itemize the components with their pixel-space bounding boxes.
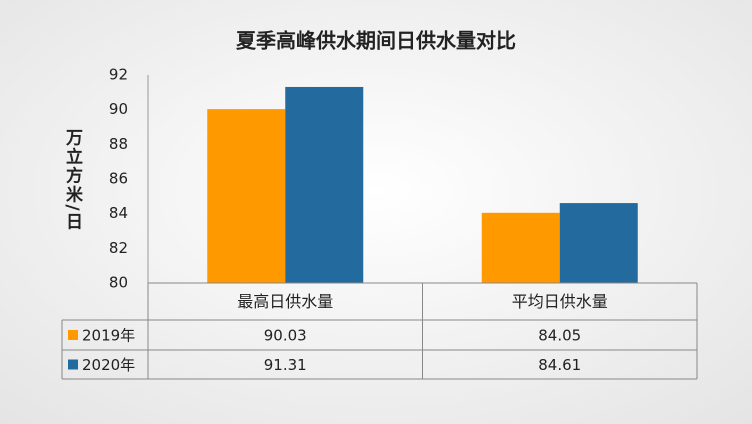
legend-swatch — [68, 330, 78, 340]
y-tick-label: 84 — [109, 204, 128, 222]
bar — [207, 109, 286, 283]
y-tick-label: 92 — [109, 66, 128, 84]
bar — [285, 86, 364, 284]
y-tick-label: 80 — [109, 274, 128, 292]
x-tick-label: 平均日供水量 — [512, 292, 608, 311]
bar — [481, 212, 560, 283]
legend-label: 2020年 — [82, 356, 135, 374]
table-value: 84.05 — [538, 327, 581, 345]
chart-title: 夏季高峰供水期间日供水量对比 — [236, 29, 516, 53]
legend-label: 2019年 — [82, 327, 135, 345]
y-tick-label: 82 — [109, 239, 128, 257]
y-tick-label: 88 — [109, 135, 128, 153]
bar — [559, 203, 638, 283]
y-tick-label: 86 — [109, 170, 128, 188]
legend-swatch — [68, 359, 78, 370]
x-tick-label: 最高日供水量 — [237, 292, 333, 311]
table-value: 90.03 — [264, 327, 307, 345]
table-value: 84.61 — [538, 356, 581, 374]
y-tick-label: 90 — [109, 100, 128, 118]
table-value: 91.31 — [264, 356, 307, 374]
y-axis-label: 万立方米/日 — [62, 128, 84, 231]
